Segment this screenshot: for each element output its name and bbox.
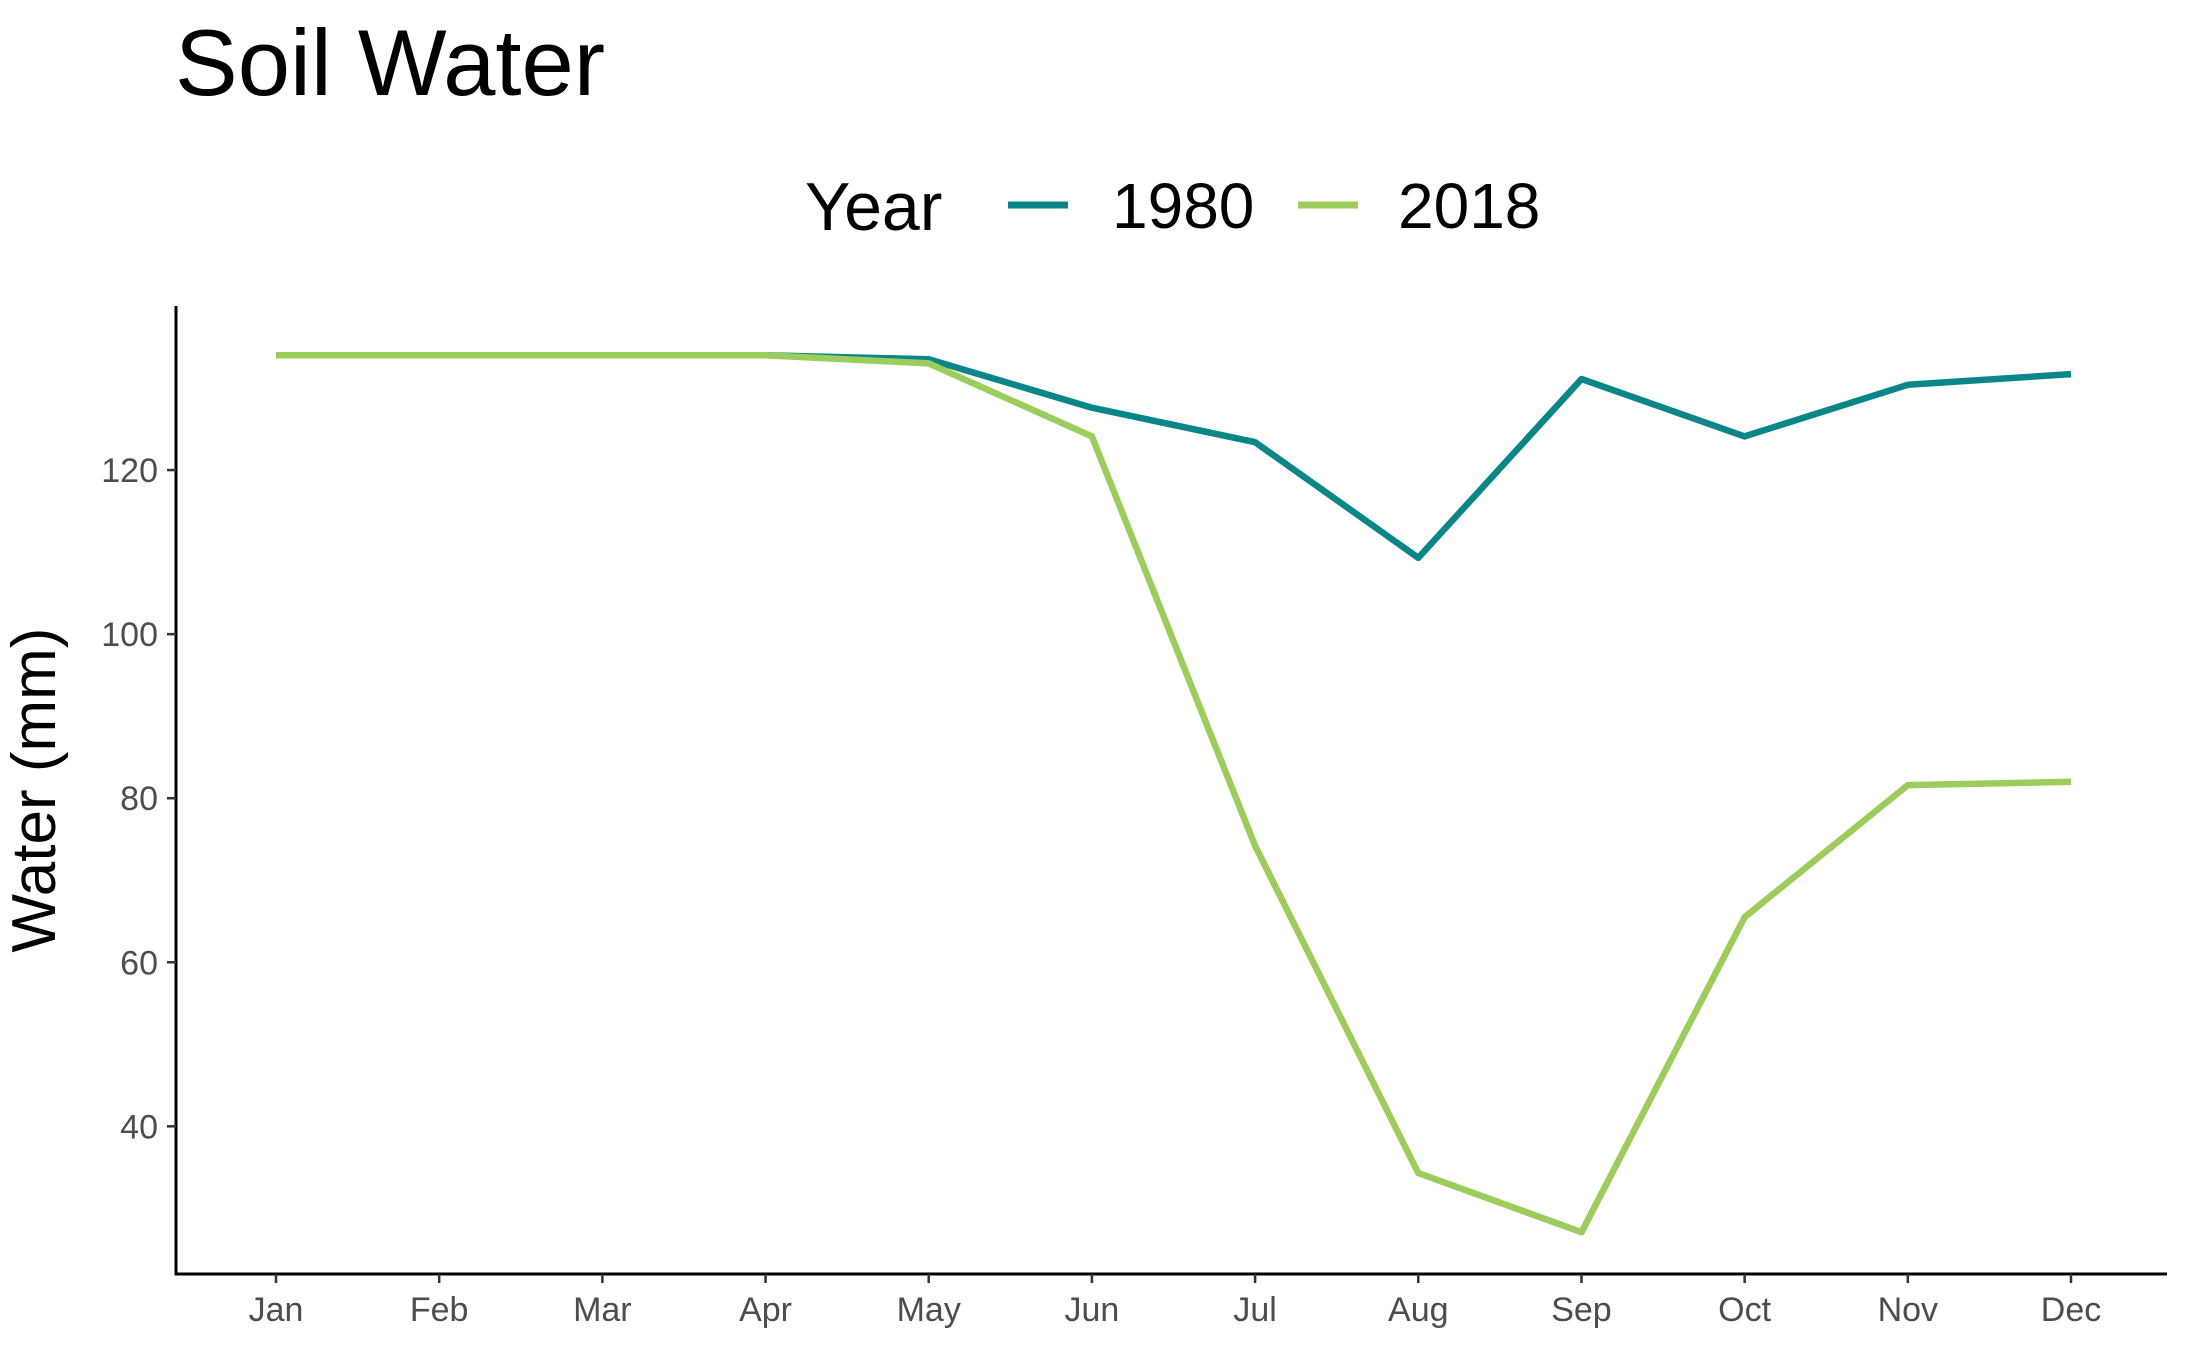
x-tick-label-jul: Jul — [1233, 1291, 1276, 1329]
legend: Year 1980 2018 — [805, 169, 1540, 245]
x-tick-label-jan: Jan — [249, 1291, 304, 1329]
series-line-1980 — [276, 351, 2072, 562]
y-axis-title: Water (mm) — [0, 628, 69, 953]
x-tick-label-mar: Mar — [573, 1291, 632, 1329]
y-tick-label-60: 60 — [120, 944, 158, 982]
x-tick-label-jun: Jun — [1064, 1291, 1119, 1329]
x-tick-label-may: May — [897, 1291, 961, 1329]
chart-title: Soil Water — [175, 10, 605, 115]
x-tick-label-dec: Dec — [2041, 1291, 2101, 1329]
legend-label-1980: 1980 — [1112, 170, 1254, 242]
legend-label-2018: 2018 — [1398, 170, 1540, 242]
x-tick-label-nov: Nov — [1878, 1291, 1938, 1329]
legend-title: Year — [805, 169, 942, 245]
series-line-2018 — [276, 351, 2072, 1236]
x-tick-label-oct: Oct — [1718, 1291, 1771, 1329]
y-tick-label-80: 80 — [120, 780, 158, 818]
y-tick-label-40: 40 — [120, 1108, 158, 1146]
y-tick-label-120: 120 — [101, 452, 158, 490]
y-axis-ticks: 40 60 80 100 120 — [101, 452, 176, 1146]
x-axis-ticks: Jan Feb Mar Apr May Jun Jul Aug Sep Oct Nov Dec — [249, 1274, 2101, 1329]
x-tick-label-apr: Apr — [739, 1291, 792, 1329]
series-lines — [276, 351, 2072, 1236]
x-tick-label-feb: Feb — [410, 1291, 469, 1329]
x-tick-label-aug: Aug — [1388, 1291, 1449, 1329]
x-tick-label-sep: Sep — [1551, 1291, 1612, 1329]
y-tick-label-100: 100 — [101, 616, 158, 654]
